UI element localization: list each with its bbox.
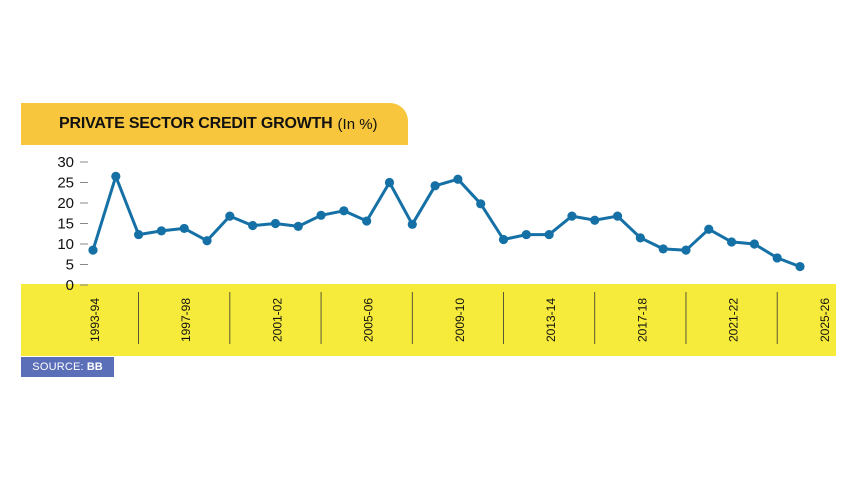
y-tick-label: 0: [66, 277, 74, 294]
data-point: [795, 261, 805, 272]
data-point: [156, 226, 167, 236]
data-point: [407, 219, 417, 229]
data-point: [293, 221, 303, 231]
source-label: SOURCE:: [32, 361, 84, 373]
data-point: [225, 211, 235, 221]
series-line: [91, 174, 802, 269]
data-point: [772, 253, 782, 263]
x-tick-label: 2025-26: [818, 298, 832, 342]
data-point: [658, 244, 668, 254]
chart-title-unit: (In %): [337, 115, 378, 133]
x-tick-label: 1997-98: [179, 298, 193, 342]
data-point: [521, 229, 531, 240]
data-point: [681, 245, 691, 255]
chart-title-banner: PRIVATE SECTOR CREDIT GROWTH (In %): [21, 103, 408, 145]
data-point: [111, 171, 121, 181]
data-point: [635, 233, 645, 243]
data-point: [590, 215, 600, 225]
data-point: [384, 177, 395, 188]
y-tick-label: 20: [57, 195, 74, 212]
x-tick-label: 2013-14: [544, 298, 558, 342]
data-point: [476, 199, 486, 209]
chart-title: PRIVATE SECTOR CREDIT GROWTH: [59, 115, 333, 132]
data-point: [567, 211, 577, 221]
x-tick-label: 1993-94: [88, 298, 102, 342]
data-point: [612, 211, 623, 221]
data-point: [316, 210, 326, 220]
data-point: [88, 245, 98, 255]
y-tick-label: 25: [57, 175, 74, 192]
y-tick-label: 5: [66, 257, 74, 274]
data-point: [749, 239, 759, 249]
y-tick-label: 30: [57, 154, 74, 171]
source-badge: SOURCE: BB: [21, 357, 114, 377]
y-tick-label: 10: [57, 236, 74, 253]
data-point: [339, 206, 349, 216]
x-tick-label: 2017-18: [635, 298, 649, 342]
data-point: [704, 224, 714, 234]
data-point: [430, 181, 440, 191]
source-value: BB: [86, 361, 103, 373]
data-point: [270, 218, 281, 229]
x-tick-label: 2005-06: [362, 298, 376, 342]
x-axis-band: [21, 284, 836, 356]
x-tick-label: 2021-22: [727, 298, 741, 342]
data-point: [726, 237, 737, 247]
data-point: [202, 236, 212, 246]
data-point: [134, 229, 144, 240]
data-point: [179, 223, 189, 234]
y-tick-label: 15: [57, 216, 74, 233]
x-tick-label: 2009-10: [453, 298, 467, 342]
data-point: [453, 174, 463, 184]
data-point: [248, 220, 258, 231]
data-point: [362, 216, 372, 226]
x-tick-label: 2001-02: [270, 298, 284, 342]
data-point: [544, 229, 554, 240]
data-point: [498, 234, 509, 245]
